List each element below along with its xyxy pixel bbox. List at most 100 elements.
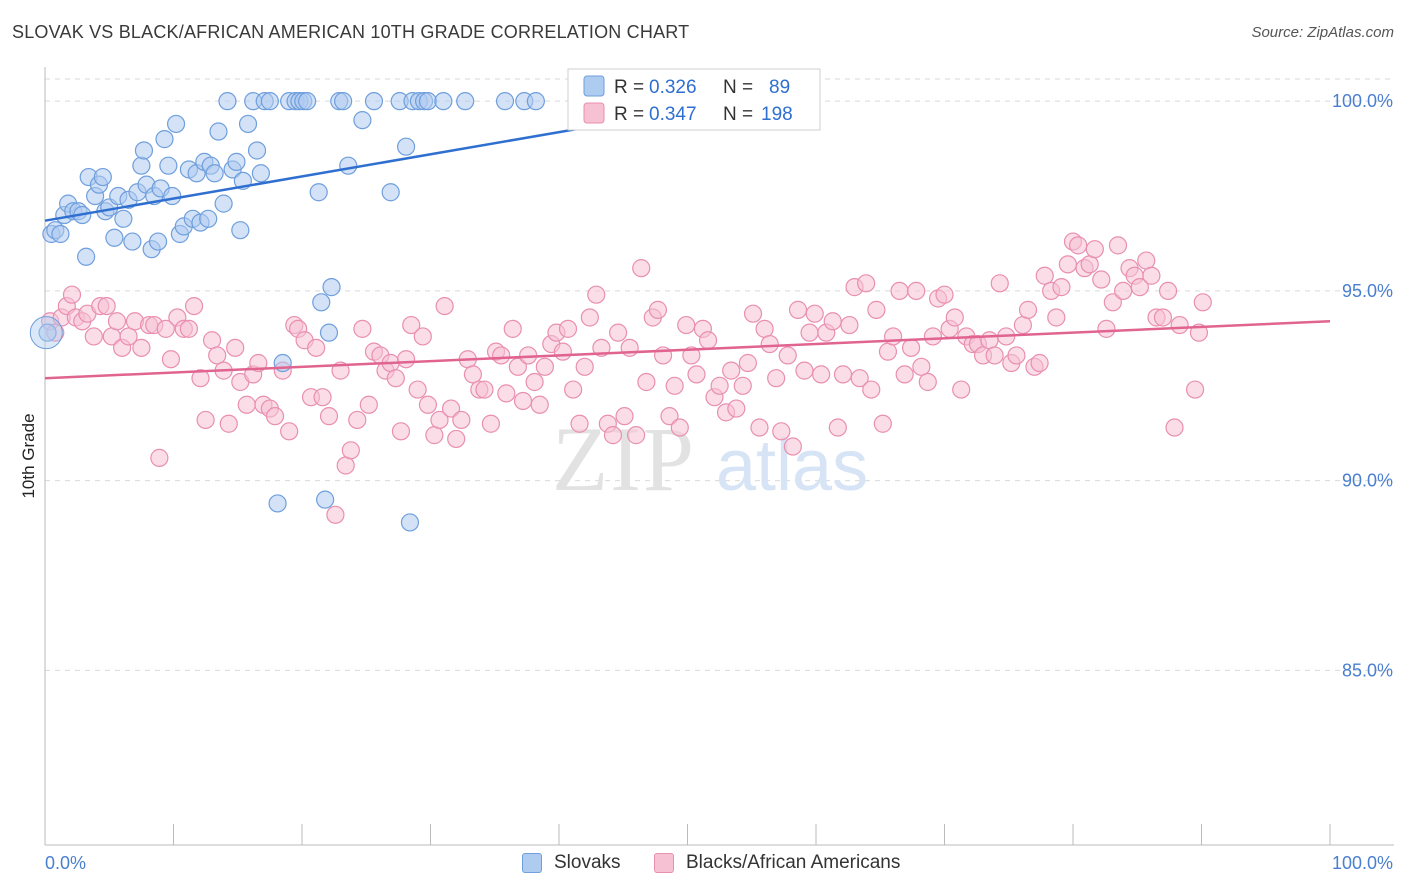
trend-line-blacks [44, 320, 1331, 380]
legend-r-label-slovaks: R = [614, 77, 644, 98]
blacks-point [249, 353, 268, 373]
blacks-point [441, 399, 461, 418]
blacks-point [677, 315, 696, 335]
blacks-point [626, 426, 646, 445]
blacks-point [481, 414, 500, 433]
blacks-point [161, 350, 181, 369]
blacks-point [97, 296, 116, 316]
blacks-point [1018, 300, 1038, 319]
slovaks-point [319, 323, 339, 342]
slovaks-point [93, 167, 112, 187]
blacks-point [632, 259, 651, 278]
slovaks-point [38, 323, 57, 342]
slovaks-point [312, 293, 331, 312]
blacks-point [1092, 270, 1111, 289]
slovaks-point [418, 92, 438, 111]
blacks-point [452, 410, 471, 430]
slovaks-point [298, 92, 317, 111]
blacks-point [402, 315, 421, 335]
blacks-point [935, 285, 954, 304]
blacks-point [609, 323, 628, 342]
slovaks-point [163, 186, 182, 206]
blacks-point [1035, 266, 1054, 285]
blacks-point [812, 365, 831, 384]
blacks-point [767, 369, 786, 388]
blacks-point [119, 327, 138, 346]
blacks-point [687, 365, 706, 384]
chart-title: SLOVAK VS BLACK/AFRICAN AMERICAN 10TH GR… [12, 22, 690, 42]
blacks-point [570, 414, 589, 433]
source-label: Source: ZipAtlas.com [1251, 24, 1394, 41]
slovaks-point [214, 194, 233, 213]
blacks-point [265, 407, 285, 426]
slovaks-point [209, 122, 228, 141]
slovaks-point [105, 228, 124, 247]
blacks-point [280, 422, 299, 441]
slovaks-point [322, 278, 341, 297]
blacks-point [391, 422, 411, 441]
blacks-point [592, 338, 611, 357]
blacks-point [850, 369, 869, 388]
blacks-point [219, 414, 238, 433]
blacks-point [840, 315, 859, 335]
blacks-point [823, 312, 842, 331]
blacks-point [313, 388, 332, 407]
slovaks-point [495, 92, 515, 111]
slovaks-point [400, 513, 420, 532]
blacks-point [778, 346, 797, 365]
blacks-point [326, 505, 345, 524]
x-tick-labels: 0.0% 100.0% [45, 853, 1393, 873]
legend-swatch-slovaks [583, 75, 605, 97]
blacks-point [307, 338, 326, 357]
slovaks-point [353, 111, 372, 130]
blacks-point [670, 418, 689, 437]
blacks-point [788, 300, 808, 319]
blacks-point [497, 384, 516, 403]
blacks-point [196, 410, 215, 430]
legend-label-blacks: Blacks/African Americans [686, 852, 901, 873]
blacks-point [587, 285, 606, 304]
slovaks-point [51, 224, 70, 244]
x-tick-label-max: 100.0% [1332, 853, 1393, 873]
legend-item-blacks[interactable]: Blacks/African Americans [654, 852, 900, 874]
blacks-point [430, 410, 449, 430]
legend-item-slovaks[interactable]: Slovaks [522, 852, 621, 874]
blacks-point [447, 429, 466, 449]
legend-swatch-blacks-bottom [654, 853, 674, 873]
blacks-point [760, 334, 779, 354]
legend-label-slovaks: Slovaks [554, 852, 621, 873]
blacks-point [755, 319, 774, 338]
slovaks-point [123, 232, 142, 251]
y-tick-label: 95.0% [1342, 281, 1393, 301]
legend-r-value-blacks: 0.347 [649, 104, 697, 125]
blacks-point [558, 319, 578, 338]
blacks-point [1052, 278, 1071, 297]
slovaks-point [159, 156, 178, 175]
blacks-point [772, 422, 791, 441]
slovaks-point [218, 92, 237, 111]
blacks-point [107, 312, 127, 331]
blacks-point [513, 391, 533, 411]
blacks-point [84, 327, 103, 346]
blacks-point [1108, 236, 1128, 255]
blacks-point [413, 327, 432, 346]
blacks-point [722, 361, 741, 380]
blacks-point [1137, 251, 1156, 270]
blacks-point [990, 274, 1009, 293]
blacks-point [525, 372, 544, 392]
blacks-point [912, 357, 931, 376]
blacks-point [1103, 293, 1122, 312]
blacks-point [637, 372, 656, 392]
blacks-point [1007, 346, 1026, 365]
slovaks-point [251, 164, 270, 183]
y-axis-label: 10th Grade [19, 413, 38, 498]
blacks-point [156, 319, 175, 338]
blacks-point [615, 407, 634, 426]
blacks-point [918, 372, 937, 392]
blacks-point [750, 418, 769, 437]
blacks-point [319, 407, 339, 426]
legend-n-value-slovaks: 89 [769, 77, 790, 98]
blacks-point [179, 319, 199, 338]
slovaks-point [166, 114, 186, 134]
y-tick-label: 100.0% [1332, 91, 1393, 111]
